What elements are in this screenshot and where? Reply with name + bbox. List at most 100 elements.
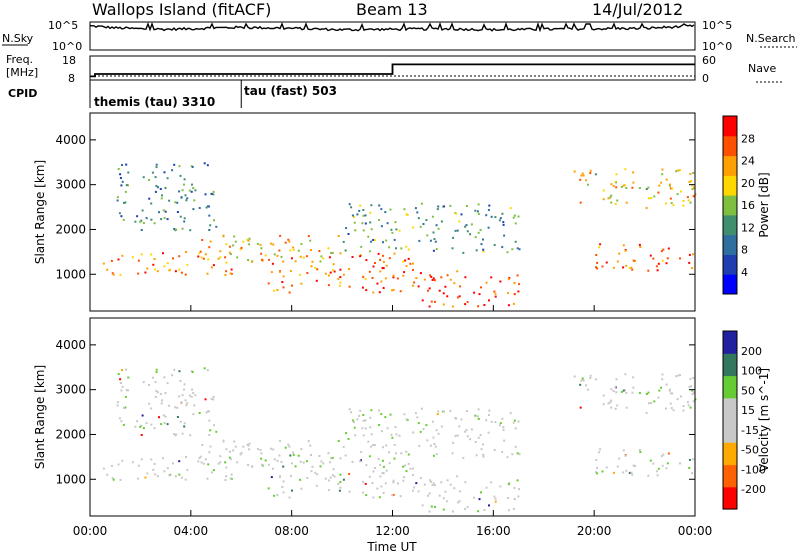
velocity-echo-cell [279, 439, 282, 442]
velocity-echo-cell [657, 396, 660, 399]
noise-tick-bottom-left: 10^0 [52, 40, 82, 53]
power-echo-cell [159, 188, 162, 190]
velocity-echo-cell [297, 454, 300, 457]
power-echo-cell [162, 209, 165, 212]
power-echo-cell [405, 213, 408, 216]
velocity-echo-cell [348, 473, 351, 475]
power-echo-cell [477, 305, 480, 308]
velocity-echo-cell [391, 494, 394, 497]
power-echo-cell [359, 255, 362, 258]
velocity-echo-cell [348, 490, 351, 493]
velocity-echo-cell [180, 476, 183, 479]
velocity-echo-cell [443, 410, 445, 413]
power-echo-cell [158, 211, 160, 214]
colorbar-block [723, 353, 737, 377]
velocity-echo-cell [206, 477, 209, 480]
power-echo-cell [361, 222, 364, 225]
velocity-echo-cell [645, 393, 648, 395]
velocity-echo-cell [502, 428, 505, 431]
power-echo-cell [393, 238, 396, 241]
power-echo-cell [498, 219, 501, 222]
velocity-echo-cell [396, 482, 399, 485]
power-echo-cell [456, 229, 459, 232]
velocity-echo-cell [456, 475, 459, 478]
power-echo-cell [351, 214, 354, 217]
velocity-echo-cell [148, 402, 151, 405]
velocity-echo-cell [127, 389, 129, 392]
velocity-echo-cell [208, 451, 211, 454]
power-echo-cell [429, 239, 432, 242]
velocity-echo-cell [579, 383, 582, 386]
velocity-echo-cell [429, 479, 432, 482]
noise-tick-top-left: 10^5 [48, 19, 78, 32]
velocity-echo-cell [248, 442, 251, 445]
velocity-echo-cell [176, 406, 179, 409]
power-echo-cell [632, 181, 635, 184]
velocity-echo-cell [183, 388, 185, 391]
velocity-echo-cell [440, 481, 443, 484]
velocity-echo-cell [513, 419, 516, 422]
velocity-echo-cell [362, 480, 365, 483]
velocity-echo-cell [682, 409, 685, 412]
velocity-echo-cell [300, 487, 303, 490]
velocity-echo-cell [675, 375, 678, 378]
power-echo-cell [594, 173, 597, 176]
power-echo-cell [294, 260, 297, 263]
velocity-echo-cell [580, 379, 583, 382]
power-echo-cell [225, 261, 228, 264]
velocity-echo-cell [494, 497, 497, 500]
power-echo-cell [480, 286, 482, 289]
power-echo-cell [516, 274, 519, 277]
velocity-echo-cell [210, 397, 213, 400]
power-echo-cell [318, 250, 321, 252]
velocity-echo-cell [106, 473, 109, 476]
velocity-echo-cell [616, 404, 619, 407]
velocity-echo-cell [412, 431, 415, 434]
velocity-echo-cell [364, 482, 367, 485]
velocity-echo-cell [405, 450, 408, 453]
power-echo-cell [353, 216, 355, 219]
velocity-echo-cell [628, 471, 631, 474]
velocity-echo-cell [650, 402, 653, 404]
velocity-echo-cell [679, 374, 681, 377]
velocity-echo-cell [480, 491, 482, 494]
velocity-echo-cell [315, 484, 318, 487]
velocity-echo-cell [386, 427, 389, 430]
velocity-echo-cell [428, 510, 431, 513]
velocity-echo-cell [339, 473, 342, 476]
velocity-echo-cell [229, 458, 232, 461]
power-echo-cell [192, 187, 195, 189]
power-echo-cell [428, 305, 431, 308]
power-echo-cell [369, 211, 372, 214]
power-echo-cell [378, 204, 381, 207]
velocity-echo-cell [517, 420, 520, 423]
power-echo-cell [419, 272, 422, 275]
velocity-echo-cell [487, 414, 490, 416]
velocity-echo-cell [291, 489, 293, 492]
power-echo-cell [477, 231, 480, 234]
power-echo-cell [140, 229, 143, 231]
power-echo-cell [639, 246, 642, 248]
velocity-echo-cell [612, 471, 615, 474]
power-echo-cell [623, 184, 626, 187]
velocity-echo-cell [498, 424, 501, 427]
velocity-echo-cell [292, 451, 295, 454]
velocity-echo-cell [693, 391, 696, 394]
freq-left-label-1: Freq. [6, 53, 33, 66]
velocity-echo-cell [692, 400, 695, 403]
power-echo-cell [501, 212, 504, 215]
power-echo-cell [425, 219, 428, 222]
power-echo-cell [430, 300, 433, 303]
velocity-echo-cell [181, 394, 184, 397]
velocity-echo-cell [404, 464, 407, 467]
power-echo-cell [153, 222, 156, 225]
velocity-echo-cell [259, 448, 262, 451]
power-echo-cell [200, 256, 203, 259]
velocity-echo-cell [499, 485, 502, 488]
power-echo-cell [579, 178, 582, 181]
velocity-echo-cell [464, 481, 467, 484]
velocity-echo-cell [276, 459, 279, 462]
power-echo-cell [493, 290, 496, 293]
velocity-echo-cell [288, 496, 291, 499]
velocity-echo-cell [379, 475, 382, 478]
